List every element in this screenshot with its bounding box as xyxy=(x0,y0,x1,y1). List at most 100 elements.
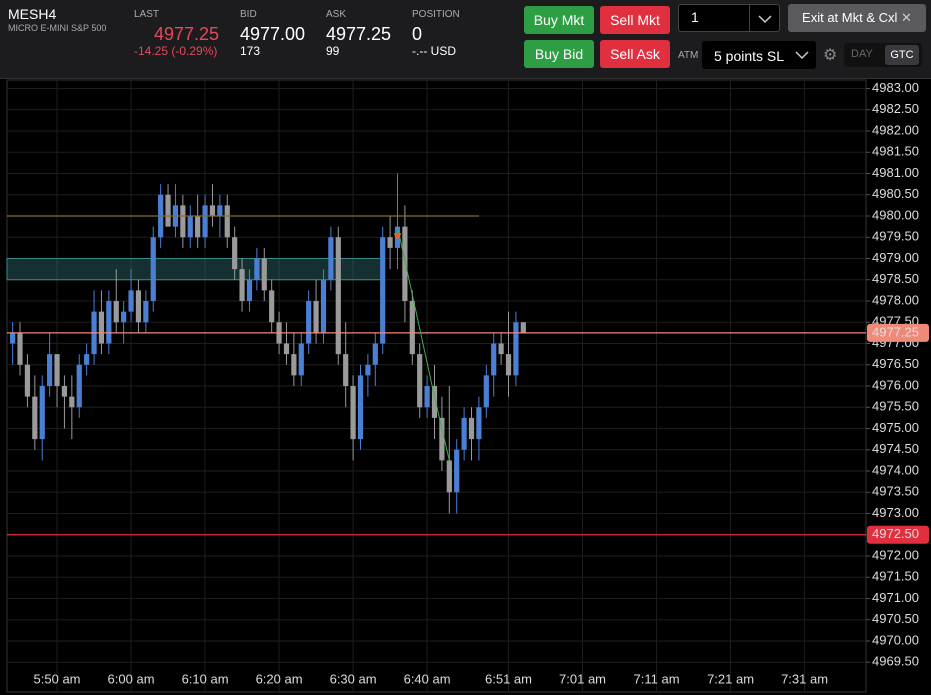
x-tick-label: 6:40 am xyxy=(404,671,451,686)
tif-toggle: DAY GTC xyxy=(844,43,922,67)
y-tick-label: 4981.00 xyxy=(872,165,919,180)
candle-body xyxy=(98,311,105,344)
candle-body xyxy=(328,237,334,280)
sell-ask-button[interactable]: Sell Ask xyxy=(600,40,670,68)
candle-body xyxy=(224,205,230,238)
candle-body xyxy=(491,343,497,376)
candle-body xyxy=(454,449,460,493)
candle-body xyxy=(431,386,438,418)
candle-body xyxy=(505,354,512,376)
candle-body xyxy=(283,343,290,355)
candle-body xyxy=(128,290,134,312)
candle-body xyxy=(513,322,519,376)
y-tick-label: 4975.00 xyxy=(872,420,919,435)
ask-label: ASK xyxy=(326,9,347,20)
candle-body xyxy=(209,205,216,216)
candle-body xyxy=(113,301,119,323)
candle-body xyxy=(380,237,386,344)
zone xyxy=(6,258,384,281)
quantity-input[interactable]: 1 xyxy=(678,4,780,32)
position-amount: -.-- USD xyxy=(412,44,456,58)
candle-body xyxy=(365,364,371,376)
price-badge-label: 4972.50 xyxy=(872,526,919,541)
y-tick-label: 4976.50 xyxy=(872,356,919,371)
candle-body xyxy=(246,279,253,301)
day-option[interactable]: DAY xyxy=(851,48,873,60)
candle-body xyxy=(195,216,201,238)
candle-body xyxy=(47,354,53,386)
candle-body xyxy=(520,322,526,333)
candle-body xyxy=(461,417,467,450)
atm-select[interactable]: 5 points SL xyxy=(702,41,816,69)
candle-body xyxy=(69,396,75,408)
y-tick-label: 4975.50 xyxy=(872,399,919,414)
price-badge xyxy=(867,323,929,342)
candle-body xyxy=(121,311,127,323)
y-tick-label: 4973.00 xyxy=(872,505,919,520)
candle-body xyxy=(350,386,356,440)
y-tick-label: 4980.50 xyxy=(872,186,919,201)
sell-mkt-button[interactable]: Sell Mkt xyxy=(600,6,670,34)
candle-body xyxy=(313,301,319,333)
atm-label: ATM xyxy=(678,50,699,61)
candle-body xyxy=(320,279,327,333)
candle-body xyxy=(498,343,504,355)
candle-body xyxy=(232,237,238,270)
gtc-option[interactable]: GTC xyxy=(885,45,919,65)
candle-body xyxy=(143,301,149,323)
order-marker xyxy=(393,233,402,241)
y-tick-label: 4983.00 xyxy=(872,80,919,95)
dropdown-arrow xyxy=(758,15,772,24)
settings-icon[interactable]: ⚙ xyxy=(823,47,838,64)
candle-body xyxy=(417,354,423,408)
exit-label: Exit at Mkt & Cxl xyxy=(802,10,898,25)
x-tick-label: 6:30 am xyxy=(330,671,377,686)
candle-body xyxy=(150,237,156,301)
candle-body xyxy=(424,386,430,408)
x-tick-label: 7:01 am xyxy=(559,671,606,686)
y-tick-label: 4978.50 xyxy=(872,271,919,286)
exit-button[interactable]: Exit at Mkt & Cxl ✕ xyxy=(788,4,926,32)
x-tick-label: 5:50 am xyxy=(34,671,81,686)
buy-bid-button[interactable]: Buy Bid xyxy=(524,40,594,68)
candle-body xyxy=(483,375,489,408)
y-tick-label: 4978.00 xyxy=(872,292,919,307)
candle-body xyxy=(372,343,378,365)
candle-body xyxy=(291,354,297,376)
candle-body xyxy=(254,258,260,280)
last-label: LAST xyxy=(134,9,160,20)
y-tick-label: 4980.00 xyxy=(872,207,919,222)
candle-body xyxy=(61,386,68,397)
candle-body xyxy=(298,343,304,376)
symbol: MESH4 xyxy=(8,6,57,22)
x-tick-label: 7:31 am xyxy=(781,671,828,686)
y-tick-label: 4979.50 xyxy=(872,229,919,244)
y-tick-label: 4979.00 xyxy=(872,250,919,265)
candle-body xyxy=(84,354,90,365)
candle-body xyxy=(387,237,393,248)
x-tick-label: 6:20 am xyxy=(256,671,303,686)
header-bar: MESH4 MICRO E-MINI S&P 500 LAST 4977.25 … xyxy=(0,0,931,79)
bid-label: BID xyxy=(240,9,257,20)
y-tick-label: 4976.00 xyxy=(872,377,919,392)
x-tick-label: 7:21 am xyxy=(707,671,754,686)
candle-body xyxy=(217,205,223,216)
description: MICRO E-MINI S&P 500 xyxy=(8,23,107,33)
candle-body xyxy=(165,194,171,227)
candle-body xyxy=(402,226,408,301)
quantity: 1 xyxy=(691,9,699,25)
price-badge-label: 4977.25 xyxy=(872,324,919,339)
ask-size: 99 xyxy=(326,44,340,58)
candle-body xyxy=(10,332,16,344)
y-tick-label: 4974.00 xyxy=(872,462,919,477)
y-tick-label: 4973.50 xyxy=(872,484,919,499)
ask-price: 4977.25 xyxy=(326,24,392,44)
candle-body xyxy=(135,290,142,323)
bid-size: 173 xyxy=(240,44,261,58)
x-tick-label: 7:11 am xyxy=(634,671,680,686)
change: -14.25 (-0.29%) xyxy=(134,44,218,58)
buy-mkt-button[interactable]: Buy Mkt xyxy=(524,6,594,34)
y-tick-label: 4971.50 xyxy=(872,569,919,584)
candle-body xyxy=(39,386,45,440)
